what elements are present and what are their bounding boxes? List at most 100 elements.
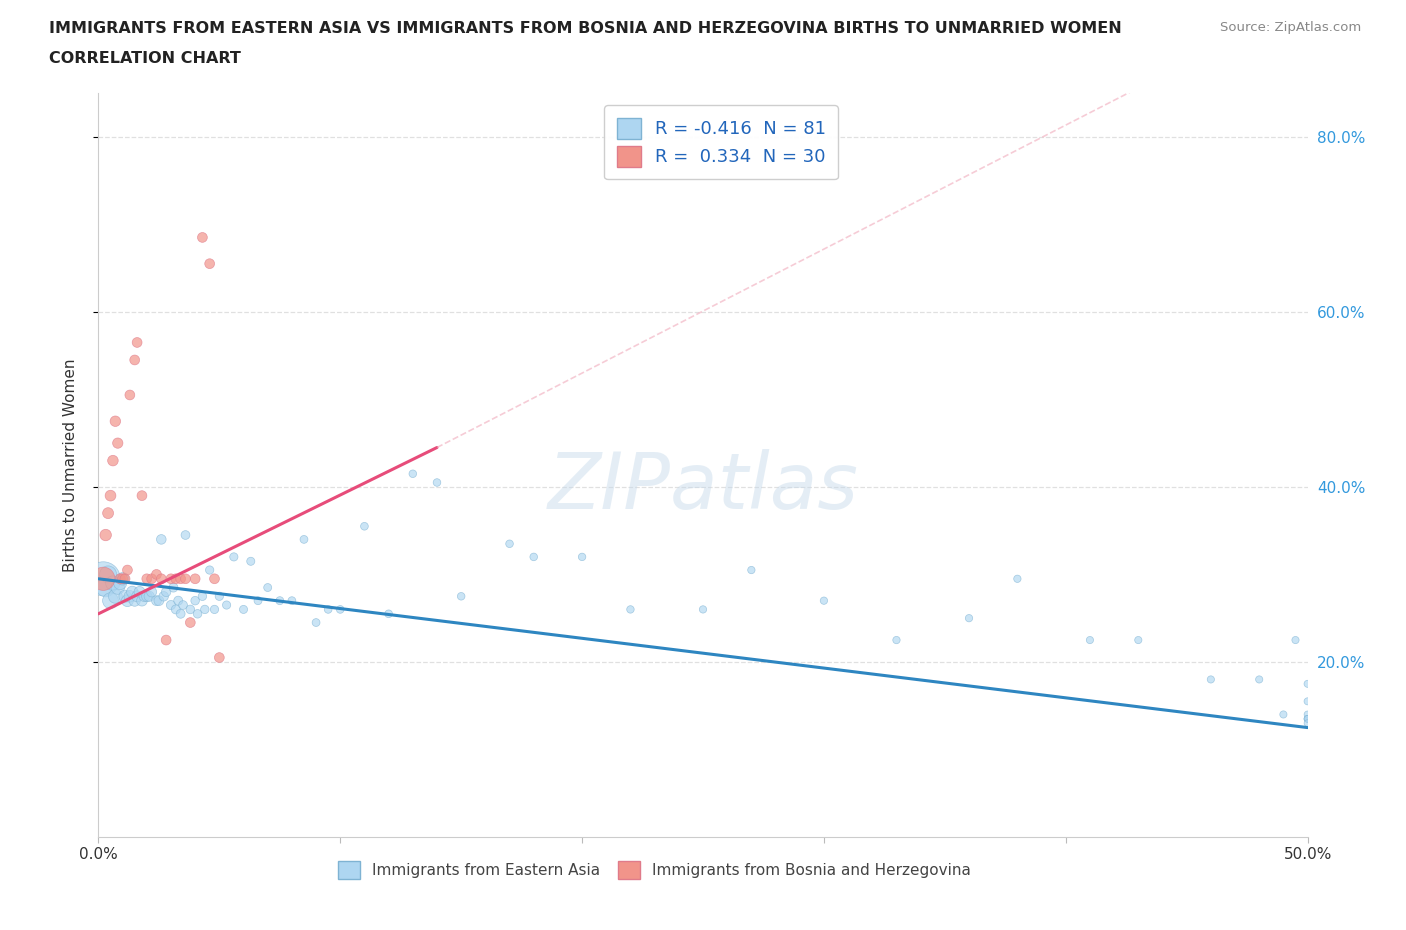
Point [174,527,197,542]
Point [198,563,221,578]
Point [184,593,207,608]
Point [167,593,190,608]
Point [292,532,315,547]
Point [169,606,191,621]
Point [498,537,520,551]
Point [114,571,136,586]
Point [571,550,593,565]
Point [269,593,291,608]
Point [91,571,114,586]
Point [101,453,124,468]
Point [198,257,221,272]
Point [1296,711,1319,726]
Point [128,584,150,599]
Point [353,519,375,534]
Point [121,584,143,599]
Point [104,414,127,429]
Point [402,466,425,481]
Point [1128,632,1150,647]
Point [1272,707,1295,722]
Point [104,589,127,604]
Text: ZIPatlas: ZIPatlas [547,449,859,525]
Point [97,506,120,521]
Point [124,593,146,608]
Point [124,352,146,367]
Point [94,580,117,595]
Point [1199,672,1222,687]
Point [100,593,122,608]
Point [305,615,328,630]
Y-axis label: Births to Unmarried Women: Births to Unmarried Women [63,358,77,572]
Text: Source: ZipAtlas.com: Source: ZipAtlas.com [1220,21,1361,34]
Point [165,602,187,617]
Point [107,580,129,595]
Text: IMMIGRANTS FROM EASTERN ASIA VS IMMIGRANTS FROM BOSNIA AND HERZEGOVINA BIRTHS TO: IMMIGRANTS FROM EASTERN ASIA VS IMMIGRAN… [49,21,1122,36]
Point [162,580,184,595]
Point [957,611,980,626]
Point [152,589,174,604]
Point [100,488,122,503]
Point [1296,711,1319,726]
Point [204,571,226,586]
Point [1296,716,1319,731]
Point [101,576,124,591]
Point [107,435,129,450]
Point [184,571,207,586]
Point [208,650,231,665]
Point [187,606,209,621]
Point [619,602,641,617]
Point [117,593,139,608]
Point [1284,632,1306,647]
Point [222,550,245,565]
Point [1078,632,1101,647]
Point [141,571,163,586]
Point [141,584,163,599]
Point [215,598,238,613]
Point [111,571,134,586]
Point [150,571,173,586]
Point [450,589,472,604]
Point [1296,711,1319,726]
Point [135,571,157,586]
Point [191,230,214,245]
Point [329,602,352,617]
Point [740,563,762,578]
Point [239,554,262,569]
Text: CORRELATION CHART: CORRELATION CHART [49,51,240,66]
Point [145,567,167,582]
Point [169,571,191,586]
Point [118,388,141,403]
Point [94,527,117,542]
Point [813,593,835,608]
Point [194,602,217,617]
Point [1296,694,1319,709]
Point [377,606,399,621]
Point [886,632,908,647]
Point [208,589,231,604]
Point [108,576,131,591]
Point [155,584,177,599]
Point [127,335,149,350]
Point [91,571,114,586]
Point [138,589,160,604]
Point [127,589,149,604]
Point [1007,571,1029,586]
Point [150,532,173,547]
Point [247,593,270,608]
Point [160,598,183,613]
Point [426,475,449,490]
Point [692,602,714,617]
Point [174,571,197,586]
Point [232,602,254,617]
Point [97,567,120,582]
Point [204,602,226,617]
Point [111,571,134,586]
Point [165,571,187,586]
Point [118,589,141,604]
Point [316,602,339,617]
Point [281,593,304,608]
Point [523,550,546,565]
Point [179,602,201,617]
Point [135,589,157,604]
Point [1296,707,1319,722]
